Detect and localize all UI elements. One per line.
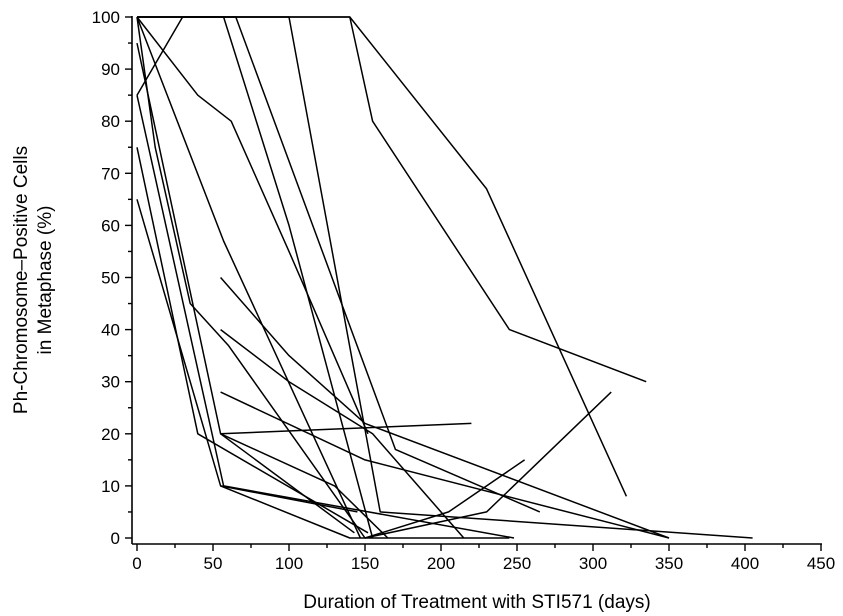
y-axis-title-line2: in Metaphase (%) — [35, 206, 56, 355]
y-tick-label: 90 — [101, 60, 120, 79]
series-group — [136, 16, 753, 539]
y-axis-title-group: Ph-Chromosome–Positive Cells in Metaphas… — [11, 146, 56, 414]
x-tick-label: 350 — [655, 554, 683, 573]
x-tick-label: 250 — [503, 554, 531, 573]
patient-series-line — [137, 16, 647, 383]
patient-series-line — [220, 422, 472, 435]
y-tick-label: 10 — [101, 477, 120, 496]
x-tick-label: 0 — [132, 554, 141, 573]
x-tick-label: 300 — [579, 554, 607, 573]
patient-series-line — [136, 16, 369, 435]
patient-series-line — [220, 433, 389, 539]
y-tick-label: 30 — [101, 373, 120, 392]
patient-series-line — [364, 459, 526, 539]
y-tick-label: 40 — [101, 321, 120, 340]
x-tick-label: 200 — [427, 554, 455, 573]
x-tick-label: 50 — [204, 554, 223, 573]
patient-series-line — [137, 16, 541, 513]
ticks: 0 50 100 150 200 250 300 350 400 450 0 10 20 30 40 50 60… — [92, 8, 836, 573]
patient-series-line — [220, 485, 358, 513]
patient-series-line — [136, 16, 366, 539]
patient-series-line — [220, 391, 670, 539]
y-tick-label: 100 — [92, 8, 120, 27]
patient-series-line — [136, 16, 753, 539]
x-tick-label: 400 — [731, 554, 759, 573]
patient-series-line — [220, 329, 465, 539]
patient-series-line — [364, 391, 612, 539]
y-tick-label: 70 — [101, 164, 120, 183]
patient-series-line — [136, 147, 369, 534]
y-axis-title-line1: Ph-Chromosome–Positive Cells — [11, 146, 32, 414]
x-axis-title: Duration of Treatment with STI571 (days) — [303, 592, 650, 613]
x-tick-label: 450 — [807, 554, 835, 573]
patient-series-line — [137, 16, 374, 539]
patient-series-line — [220, 277, 670, 539]
y-tick-label: 50 — [101, 269, 120, 288]
patient-series-line — [136, 16, 362, 539]
x-tick-label: 150 — [351, 554, 379, 573]
y-tick-label: 20 — [101, 425, 120, 444]
y-tick-label: 60 — [101, 216, 120, 235]
y-tick-label: 0 — [111, 529, 120, 548]
y-tick-label: 80 — [101, 112, 120, 131]
patient-series-line — [136, 199, 510, 539]
x-tick-label: 100 — [275, 554, 303, 573]
